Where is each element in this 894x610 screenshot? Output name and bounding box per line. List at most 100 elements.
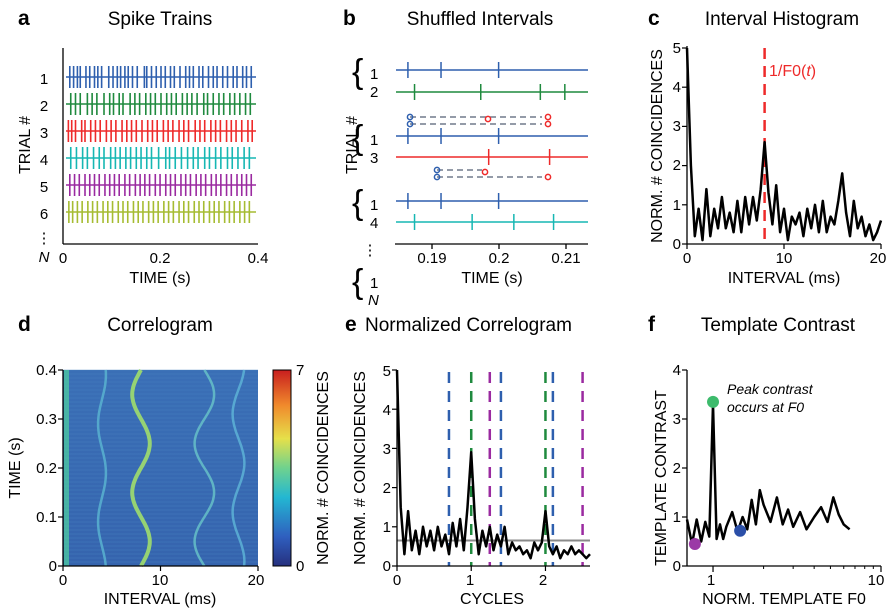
interval-end-marker bbox=[544, 120, 552, 128]
panel-f-yticks: 0 1 2 3 4 bbox=[673, 362, 681, 575]
panel-f-ylabel: TEMPLATE CONTRAST bbox=[653, 390, 670, 566]
heatmap-background bbox=[63, 370, 258, 566]
interval-end-marker bbox=[484, 115, 492, 123]
group-brace: { bbox=[352, 263, 363, 301]
panel-f: f Template Contrast TEMPLATE CONTRAST 0 … bbox=[648, 313, 884, 608]
panel-b-xtick: 0.19 bbox=[417, 250, 446, 267]
panel-c-xtick: 0 bbox=[683, 250, 691, 267]
panel-d-xtick: 10 bbox=[152, 572, 169, 589]
panel-b-raster bbox=[396, 62, 588, 230]
panel-b-xtick: 0.2 bbox=[489, 250, 510, 267]
panel-b-ylabel: TRIAL # bbox=[344, 116, 361, 174]
group-label: 1 bbox=[370, 197, 378, 214]
peak-annotation-line1: Peak contrast bbox=[727, 381, 814, 397]
interval-start-marker bbox=[433, 173, 441, 181]
panel-e-plot bbox=[392, 369, 591, 571]
colorbar-label: NORM. # COINCIDENCES bbox=[315, 371, 332, 565]
panel-f-title: Template Contrast bbox=[701, 315, 856, 336]
panel-c-plot bbox=[682, 47, 883, 249]
heatmap-ridge bbox=[96, 369, 108, 567]
panel-d-ytick: 0.2 bbox=[36, 460, 57, 477]
interval-start-marker bbox=[406, 113, 414, 121]
panel-c-ytick: 4 bbox=[673, 79, 681, 96]
interval-end-marker bbox=[481, 168, 489, 176]
interval-end-marker bbox=[544, 113, 552, 121]
panel-c-title: Interval Histogram bbox=[705, 9, 859, 30]
panel-e-xtick: 1 bbox=[466, 572, 474, 589]
group-ellipsis: ⋮ bbox=[363, 242, 378, 259]
peak-annotation-line2: occurs at F0 bbox=[727, 399, 804, 415]
group-brace: { bbox=[352, 53, 363, 91]
group-brace: { bbox=[352, 184, 363, 222]
panel-e-title: Normalized Correlogram bbox=[365, 315, 572, 336]
panel-d-ytick: 0.4 bbox=[36, 362, 57, 379]
panel-c-ytick: 0 bbox=[673, 236, 681, 253]
panel-f-ytick: 1 bbox=[673, 509, 681, 526]
trial-label: 6 bbox=[40, 206, 48, 223]
panel-b-xtick: 0.21 bbox=[551, 250, 580, 267]
heatmap-zero-lag-column bbox=[64, 370, 69, 566]
panel-e: e Normalized Correlogram NORM. # COINCID… bbox=[345, 313, 591, 608]
panel-a-xlabel: TIME (s) bbox=[129, 270, 190, 287]
trial-label: 4 bbox=[40, 152, 48, 169]
panel-c-xlabel: INTERVAL (ms) bbox=[728, 270, 841, 287]
group-label: 2 bbox=[370, 84, 378, 101]
group-label: N bbox=[368, 292, 379, 309]
panel-letter-d: d bbox=[18, 313, 31, 336]
panel-d-xtick: 0 bbox=[59, 572, 67, 589]
panel-f-xtick: 10 bbox=[868, 572, 885, 589]
group-label: 1 bbox=[370, 275, 378, 292]
panel-b-group-labels: { 1 2 { 1 3 { 1 4 ⋮ { 1 N bbox=[352, 53, 379, 309]
colorbar-tick: 0 bbox=[296, 558, 304, 575]
panel-e-ytick: 4 bbox=[383, 402, 391, 419]
panel-c-ytick: 3 bbox=[673, 118, 681, 135]
panel-a-xtick: 0.2 bbox=[150, 250, 171, 267]
panel-d-ytick: 0.1 bbox=[36, 509, 57, 526]
panel-letter-f: f bbox=[648, 313, 656, 336]
panel-c-xtick: 20 bbox=[870, 250, 887, 267]
panel-d-ytick: 0.3 bbox=[36, 411, 57, 428]
panel-d-ylabel: TIME (s) bbox=[7, 437, 24, 498]
panel-d-heatmap bbox=[58, 368, 259, 571]
panel-letter-b: b bbox=[343, 7, 356, 30]
panel-c-ytick: 2 bbox=[673, 157, 681, 174]
panel-e-ylabel: NORM. # COINCIDENCES bbox=[352, 371, 369, 565]
panel-e-ytick: 0 bbox=[383, 558, 391, 575]
panel-e-yticks: 0 1 2 3 4 5 bbox=[383, 363, 391, 575]
panel-f-ytick: 2 bbox=[673, 460, 681, 477]
colorbar-tick: 7 bbox=[296, 362, 304, 379]
panel-f-ytick: 0 bbox=[673, 558, 681, 575]
panel-f-ytick: 4 bbox=[673, 362, 681, 379]
panel-a-xtick: 0 bbox=[59, 250, 67, 267]
panel-d-ytick: 0 bbox=[49, 558, 57, 575]
heatmap-ridge bbox=[193, 369, 216, 567]
panel-d-xtick: 20 bbox=[248, 572, 265, 589]
f0-period-annotation: 1/F0(t) bbox=[769, 63, 816, 80]
panel-c-ylabel: NORM. # COINCIDENCES bbox=[649, 49, 666, 243]
panel-c-xtick: 10 bbox=[776, 250, 793, 267]
panel-a-xtick: 0.4 bbox=[248, 250, 269, 267]
panel-b-xlabel: TIME (s) bbox=[461, 270, 522, 287]
interval-start-marker bbox=[433, 166, 441, 174]
panel-f-ytick: 3 bbox=[673, 411, 681, 428]
interval-start-marker bbox=[406, 120, 414, 128]
panel-e-ytick: 5 bbox=[383, 363, 391, 380]
panel-b-title: Shuffled Intervals bbox=[407, 9, 553, 30]
contrast-marker bbox=[688, 537, 701, 550]
panel-letter-a: a bbox=[18, 7, 30, 30]
contrast-marker bbox=[707, 395, 720, 408]
trial-label: N bbox=[39, 249, 50, 266]
panel-c-ytick: 5 bbox=[673, 40, 681, 57]
panel-d-title: Correlogram bbox=[107, 315, 213, 336]
trial-label: 1 bbox=[40, 71, 48, 88]
group-label: 4 bbox=[370, 215, 378, 232]
group-label: 3 bbox=[370, 150, 378, 167]
panel-c-ytick: 1 bbox=[673, 197, 681, 214]
panel-c-yticks: 0 1 2 3 4 5 bbox=[673, 40, 681, 253]
trial-label: ⋮ bbox=[37, 230, 52, 247]
trial-label: 2 bbox=[40, 98, 48, 115]
panel-a-raster bbox=[66, 66, 256, 223]
panel-e-xlabel: CYCLES bbox=[460, 591, 524, 608]
colorbar bbox=[272, 369, 292, 567]
